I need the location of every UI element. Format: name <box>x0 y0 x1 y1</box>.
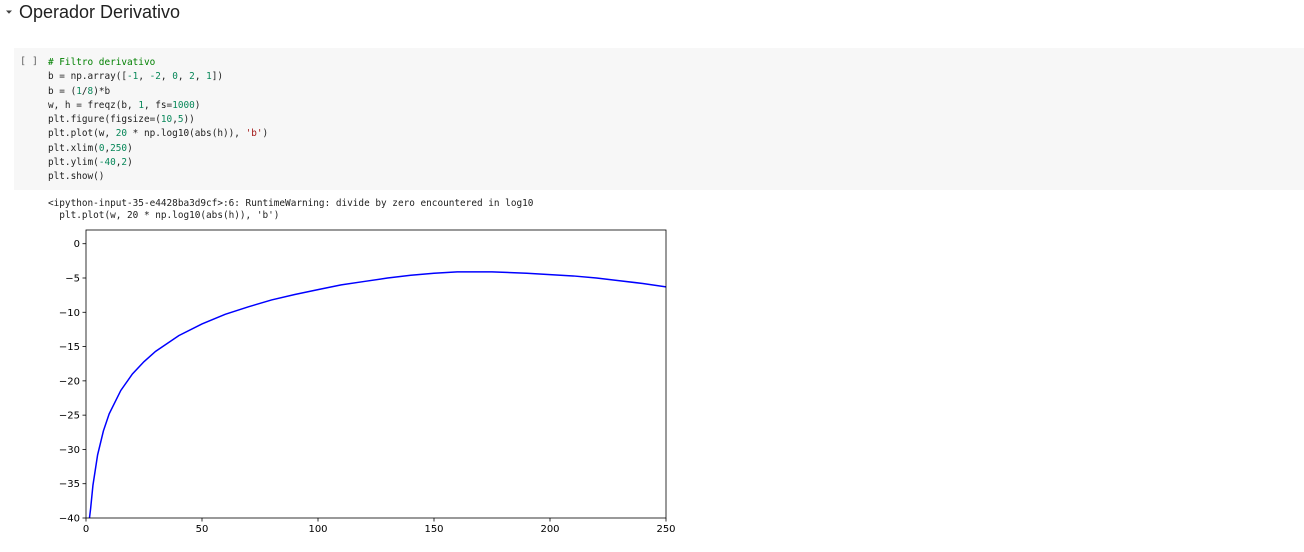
code-token: 5 <box>177 114 184 126</box>
code-token: 8 <box>87 85 94 97</box>
code-token: ) <box>194 99 201 111</box>
code-token: 1 <box>206 71 212 83</box>
series-line <box>88 271 666 518</box>
code-cell[interactable]: [ ] # Filtro derivativo b = np.array([-1,… <box>14 48 1304 190</box>
x-tick-label: 0 <box>83 524 89 535</box>
code-token: )*b <box>93 85 111 97</box>
y-tick-label: −15 <box>59 342 80 353</box>
code-token: )) <box>183 114 195 126</box>
code-token: -1 <box>127 71 139 83</box>
y-tick-label: 0 <box>74 239 80 250</box>
code-token: , <box>104 142 111 154</box>
code-token: 1000 <box>172 99 195 111</box>
cell-output: <ipython-input-35-e4428ba3d9cf>:6: Runti… <box>48 198 533 221</box>
code-token: * np.log10(abs(h)), <box>127 128 246 140</box>
code-token: 0 <box>98 142 105 154</box>
code-token: ) <box>127 157 133 169</box>
y-tick-label: −35 <box>59 479 80 490</box>
code-token: 1 <box>76 85 82 97</box>
code-line: plt.ylim(-40,2) <box>48 156 268 170</box>
run-cell-button[interactable]: [ ] <box>20 56 39 67</box>
code-token: , <box>177 71 190 83</box>
y-tick-label: −10 <box>59 308 80 319</box>
code-token: ]) <box>211 71 224 83</box>
code-token: , <box>115 157 122 169</box>
code-token: plt.figure(figsize=( <box>48 114 161 126</box>
code-token: -40 <box>98 157 116 169</box>
code-token: , <box>172 114 178 126</box>
plot-frame <box>85 229 667 519</box>
warning-line: <ipython-input-35-e4428ba3d9cf>:6: Runti… <box>48 198 534 209</box>
code-line: # Filtro derivativo <box>48 56 268 70</box>
code-token: b = np.array([ <box>48 71 128 83</box>
x-tick-label: 100 <box>308 524 327 535</box>
caret-down-icon[interactable] <box>0 3 18 21</box>
x-tick-label: 250 <box>656 524 675 535</box>
code-token: plt.xlim( <box>48 142 99 154</box>
code-token: , fs= <box>143 99 173 111</box>
section-header: Operador Derivativo <box>0 0 180 24</box>
x-tick-label: 200 <box>540 524 559 535</box>
y-tick-label: −5 <box>65 274 80 285</box>
y-tick-label: −30 <box>59 445 80 456</box>
code-line: plt.xlim(0,250) <box>48 142 268 156</box>
y-tick-label: −25 <box>59 411 80 422</box>
code-token: 250 <box>110 142 128 154</box>
code-token: , <box>138 71 150 83</box>
code-token: 0 <box>172 71 178 83</box>
code-token: plt.plot(w, <box>48 128 116 140</box>
code-token: b = ( <box>48 85 77 97</box>
code-token: ) <box>127 142 133 154</box>
code-editor[interactable]: # Filtro derivativo b = np.array([-1, -2,… <box>48 56 268 185</box>
code-token: 1 <box>138 99 144 111</box>
frequency-response-chart: 0 50 100 150 200 250 0 −5 −10 −15 −20 −25 −30 −35 −40 <box>59 229 676 535</box>
y-tick-label: −20 <box>59 376 80 387</box>
x-tick-label: 150 <box>424 524 443 535</box>
code-token: 20 <box>115 128 128 140</box>
code-token: # Filtro derivativo <box>48 57 156 68</box>
code-token: / <box>81 85 88 97</box>
code-token: 10 <box>160 114 173 126</box>
code-token: -2 <box>149 71 161 83</box>
y-tick-label: −40 <box>59 514 80 525</box>
code-line: plt.show() <box>48 170 268 184</box>
code-token: , <box>160 71 173 83</box>
code-token: 2 <box>189 71 195 83</box>
code-token: w, h = freqz(b, <box>48 99 139 111</box>
code-token: 'b' <box>245 128 263 140</box>
code-line: b = (1/8)*b <box>48 85 268 99</box>
code-line: w, h = freqz(b, 1, fs=1000) <box>48 99 268 113</box>
code-line: plt.plot(w, 20 * np.log10(abs(h)), 'b') <box>48 127 268 141</box>
code-token: 2 <box>121 157 128 169</box>
section-title: Operador Derivativo <box>19 1 181 22</box>
code-token: ) <box>262 128 269 140</box>
warning-line: plt.plot(w, 20 * np.log10(abs(h)), 'b') <box>48 209 280 221</box>
x-tick-label: 50 <box>196 524 209 535</box>
code-token: , <box>194 71 207 83</box>
code-token: plt.show() <box>48 171 105 183</box>
code-token: plt.ylim( <box>48 157 99 169</box>
code-line: b = np.array([-1, -2, 0, 2, 1]) <box>48 70 268 84</box>
code-line: plt.figure(figsize=(10,5)) <box>48 113 268 127</box>
